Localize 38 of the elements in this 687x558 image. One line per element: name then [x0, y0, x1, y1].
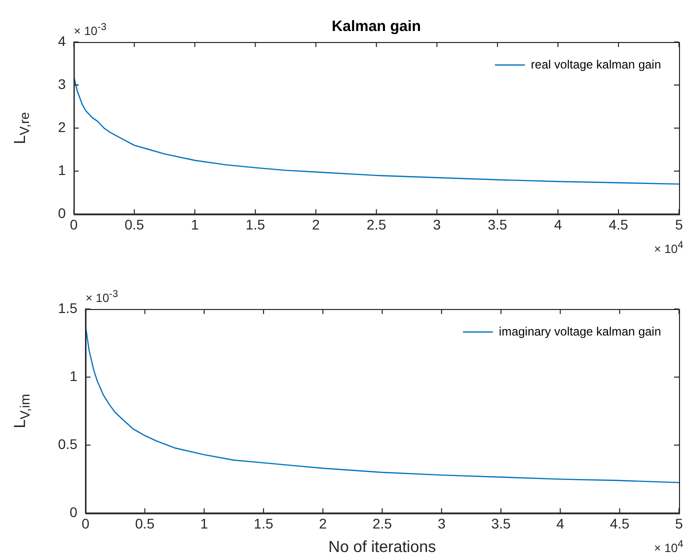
- x-tick-label: 4.5: [608, 216, 628, 232]
- chart-title: Kalman gain: [332, 18, 421, 35]
- x-tick-label: 2: [318, 515, 327, 532]
- y-tick-label: 0: [58, 205, 66, 222]
- text: × 10$^{4}$: [654, 539, 684, 556]
- x-tick-label: 1.5: [254, 515, 274, 532]
- x-axis-title: No of iterations: [328, 539, 436, 556]
- y-tick-label: 2: [58, 118, 66, 135]
- x-tick-label: 2: [312, 216, 320, 232]
- x-tick-label: 1: [200, 515, 208, 532]
- x-tick-label: 3.5: [488, 216, 508, 232]
- text: × 10$^{-3}$: [74, 22, 106, 38]
- y-tick-label: 0.5: [58, 436, 78, 452]
- x-tick-label: 0: [82, 515, 90, 532]
- x-tick-label: 4: [554, 216, 562, 232]
- y-tick-label: 3: [58, 76, 66, 92]
- x-tick-label: 2.5: [372, 515, 392, 532]
- x-tick-label: 1.5: [246, 216, 266, 232]
- x-tick-label: 3.5: [491, 515, 511, 532]
- x-tick-label: 4: [556, 515, 564, 532]
- text: × 10$^{4}$: [654, 240, 684, 256]
- x-tick-label: 4.5: [610, 515, 630, 532]
- x-tick-label: 5: [675, 216, 684, 232]
- y-tick-label: 4: [58, 32, 66, 49]
- y-tick-label: 1: [70, 368, 78, 384]
- x-tick-label: 2.5: [366, 216, 386, 232]
- x-tick-label: 5: [675, 515, 684, 532]
- x-tick-label: 0.5: [124, 216, 144, 232]
- x-tick-label: 0.5: [135, 515, 155, 532]
- x-tick-label: 3: [433, 216, 442, 232]
- x-tick-label: 3: [438, 515, 446, 532]
- text: × 10$^{-3}$: [85, 289, 118, 305]
- y-tick-label: 1: [58, 162, 66, 178]
- y-tick-label: 0: [70, 504, 78, 520]
- legend-label: real voltage kalman gain: [530, 57, 661, 72]
- x-tick-label: 1: [190, 216, 199, 232]
- y-tick-label: 1.5: [58, 300, 78, 316]
- legend-label: imaginary voltage kalman gain: [498, 324, 662, 338]
